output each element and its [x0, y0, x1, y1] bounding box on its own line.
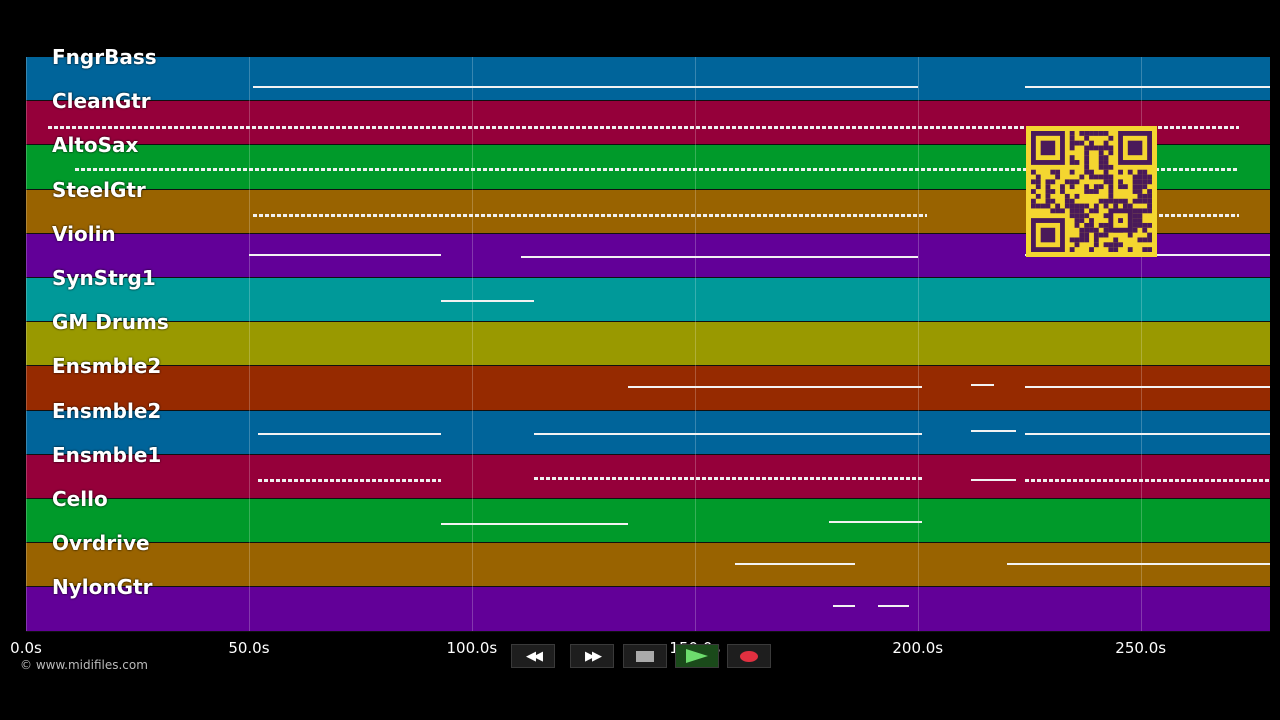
time-tick-label: 0.0s — [10, 639, 42, 657]
track-label: Ensmble1 — [52, 442, 162, 467]
track-label: Ovrdrive — [52, 531, 150, 556]
track-lane — [26, 322, 1270, 367]
play-icon — [686, 649, 708, 663]
note-stroke — [833, 605, 856, 608]
note-stroke — [253, 85, 918, 88]
stop-button[interactable] — [623, 644, 667, 668]
track-label: Violin — [52, 221, 116, 246]
time-gridline — [26, 57, 27, 631]
copyright-text: © www.midifiles.com — [20, 658, 148, 672]
time-gridline — [248, 57, 250, 631]
time-tick-label: 50.0s — [228, 639, 270, 657]
time-gridline — [471, 57, 473, 631]
track-lane — [26, 57, 1270, 102]
track-label: FngrBass — [52, 45, 157, 69]
track-lane — [26, 587, 1270, 632]
note-stroke — [877, 605, 909, 608]
track-label: Ensmble2 — [52, 354, 162, 379]
time-tick-label: 200.0s — [892, 639, 944, 657]
note-stroke — [1140, 213, 1239, 217]
note-stroke — [440, 523, 628, 526]
qr-code-image — [1031, 131, 1152, 252]
note-stroke — [828, 521, 923, 524]
note-stroke — [1006, 563, 1270, 566]
note-stroke — [534, 432, 923, 435]
fast-forward-icon: ▶▶ — [585, 648, 602, 664]
note-stroke — [971, 430, 1016, 433]
note-stroke — [627, 386, 923, 389]
time-gridline — [1140, 57, 1142, 631]
track-label: GM Drums — [52, 310, 169, 335]
note-stroke — [253, 213, 927, 217]
track-label: NylonGtr — [52, 575, 153, 600]
track-label: AltoSax — [52, 133, 139, 158]
note-stroke — [1024, 85, 1270, 88]
stop-icon — [636, 650, 654, 662]
rewind-button[interactable]: ◀◀ — [511, 644, 555, 668]
note-stroke — [75, 167, 1239, 171]
note-stroke — [257, 479, 441, 483]
track-lane — [26, 499, 1270, 544]
track-lane — [26, 278, 1270, 323]
record-icon — [740, 650, 758, 662]
track-label: CleanGtr — [52, 89, 151, 114]
note-stroke — [971, 384, 994, 387]
note-stroke — [48, 125, 1239, 129]
note-stroke — [1024, 432, 1270, 435]
note-stroke — [1024, 479, 1270, 483]
note-stroke — [734, 563, 856, 566]
fast-forward-button[interactable]: ▶▶ — [570, 644, 614, 668]
record-button[interactable] — [727, 644, 771, 668]
note-stroke — [1024, 386, 1270, 389]
track-label: SynStrg1 — [52, 266, 156, 290]
qr-code[interactable] — [1026, 126, 1157, 257]
note-stroke — [248, 253, 441, 256]
track-label: SteelGtr — [52, 177, 146, 202]
time-gridline — [917, 57, 919, 631]
time-tick-label: 250.0s — [1115, 639, 1167, 657]
play-button[interactable] — [675, 644, 719, 668]
note-stroke — [257, 432, 441, 435]
time-gridline — [694, 57, 696, 631]
note-stroke — [520, 255, 918, 258]
time-tick-label: 100.0s — [446, 639, 498, 657]
note-stroke — [534, 476, 923, 480]
track-lane — [26, 543, 1270, 588]
rewind-icon: ◀◀ — [526, 648, 543, 664]
track-lane — [26, 366, 1270, 411]
note-stroke — [440, 300, 535, 303]
note-stroke — [971, 479, 1016, 482]
track-label: Ensmble2 — [52, 398, 162, 423]
track-label: Cello — [52, 487, 108, 511]
